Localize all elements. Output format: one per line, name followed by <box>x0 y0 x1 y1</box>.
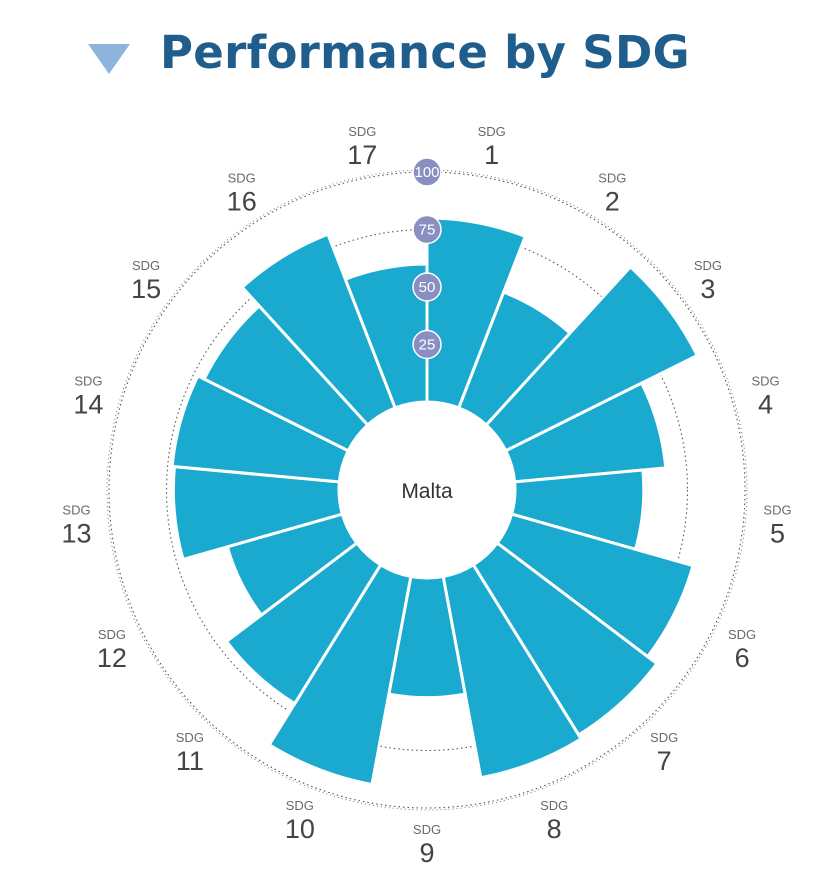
category-label-prefix: SDG <box>478 124 506 139</box>
radial-tick-badges: 25 50 75 100 <box>412 157 442 360</box>
radial-tick-label: 25 <box>419 337 436 354</box>
section-title: Performance by SDG <box>160 26 690 79</box>
category-label-number: 15 <box>131 274 161 304</box>
chart-bar-sdg-17 <box>343 262 429 410</box>
category-label-prefix: SDG <box>132 258 160 273</box>
category-label-prefix: SDG <box>540 798 568 813</box>
category-label-prefix: SDG <box>763 502 791 517</box>
category-label-prefix: SDG <box>228 171 256 186</box>
category-labels: SDG1SDG2SDG3SDG4SDG5SDG6SDG7SDG8SDG9SDG1… <box>61 124 791 868</box>
chart-center: Malta <box>339 402 515 578</box>
category-label-prefix: SDG <box>74 374 102 389</box>
category-label-number: 9 <box>419 838 434 868</box>
category-label-number: 6 <box>735 643 750 673</box>
radial-tick-badge <box>412 272 442 302</box>
category-label-number: 4 <box>758 390 773 420</box>
outer-ring <box>106 169 748 811</box>
category-label-number: 14 <box>73 390 103 420</box>
radial-tick-badge <box>412 329 442 360</box>
chart-bars <box>170 216 700 787</box>
radial-tick-badge <box>412 214 442 245</box>
section-header: Performance by SDG <box>0 0 838 110</box>
category-label-number: 13 <box>61 518 91 548</box>
category-label-prefix: SDG <box>348 124 376 139</box>
category-label-number: 16 <box>227 187 257 217</box>
category-label-number: 2 <box>605 187 620 217</box>
category-label-number: 7 <box>657 746 672 776</box>
grid-ring <box>108 171 746 809</box>
category-label-number: 17 <box>347 140 377 170</box>
radial-tick-label: 75 <box>419 222 436 239</box>
grid-ring <box>165 228 689 752</box>
category-label-prefix: SDG <box>694 258 722 273</box>
category-label-prefix: SDG <box>98 627 126 642</box>
category-label-prefix: SDG <box>598 171 626 186</box>
radial-tick-label: 50 <box>419 279 436 296</box>
category-label-number: 3 <box>700 274 715 304</box>
category-label-prefix: SDG <box>62 502 90 517</box>
category-label-prefix: SDG <box>650 730 678 745</box>
radial-tick-badge <box>412 157 442 187</box>
category-label-number: 10 <box>285 814 315 844</box>
radial-tick-label: 100 <box>414 164 439 181</box>
category-label-number: 5 <box>770 518 785 548</box>
center-label: Malta <box>401 480 453 503</box>
category-label-number: 12 <box>97 643 127 673</box>
center-disk <box>339 402 515 578</box>
category-label-number: 11 <box>176 746 204 776</box>
category-label-number: 1 <box>484 140 499 170</box>
category-label-prefix: SDG <box>176 730 204 745</box>
category-label-prefix: SDG <box>286 798 314 813</box>
category-label-prefix: SDG <box>751 374 779 389</box>
category-label-number: 8 <box>547 814 562 844</box>
category-label-prefix: SDG <box>728 627 756 642</box>
category-label-prefix: SDG <box>413 822 441 837</box>
triangle-down-icon[interactable] <box>88 44 130 74</box>
